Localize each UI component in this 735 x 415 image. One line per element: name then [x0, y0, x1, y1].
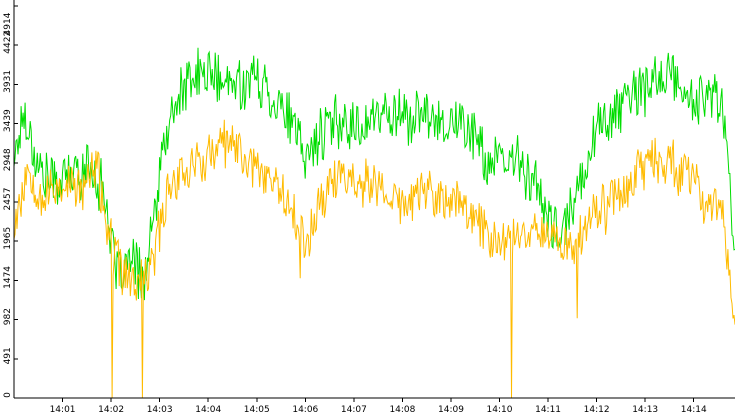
y-tick-label: 2457 [3, 188, 13, 211]
series-layer [13, 47, 735, 399]
x-tick-label: 14:11 [535, 405, 561, 415]
y-tick-label: 2948 [3, 148, 13, 171]
series-line-1 [13, 47, 735, 301]
y-tick-label: 3439 [3, 109, 13, 132]
x-tick-label: 14:10 [487, 405, 513, 415]
x-tick-label: 14:02 [98, 405, 124, 415]
y-tick-label: 1965 [3, 227, 13, 250]
y-tick-label: 1474 [3, 266, 13, 289]
y-tick-label: 491 [3, 347, 13, 364]
y-tick-label: 0 [3, 392, 13, 398]
x-tick-label: 14:08 [389, 405, 415, 415]
x-tick-label: 14:13 [632, 405, 658, 415]
series-line-2 [13, 119, 735, 399]
x-tick-label: 14:09 [438, 405, 464, 415]
x-tick-label: 14:03 [147, 405, 173, 415]
x-tick-label: 14:01 [50, 405, 76, 415]
y-tick-label: 4914 [3, 12, 13, 35]
x-tick-label: 14:14 [681, 405, 707, 415]
x-tick-label: 14:04 [195, 405, 221, 415]
y-tick-label: 982 [3, 308, 13, 325]
y-tick-label: 4422 [3, 31, 13, 54]
y-tick-label: 3931 [3, 70, 13, 93]
x-tick-label: 14:05 [244, 405, 270, 415]
x-tick-label: 14:12 [584, 405, 610, 415]
x-tick-label: 14:07 [341, 405, 367, 415]
x-tick-label: 14:06 [292, 405, 318, 415]
